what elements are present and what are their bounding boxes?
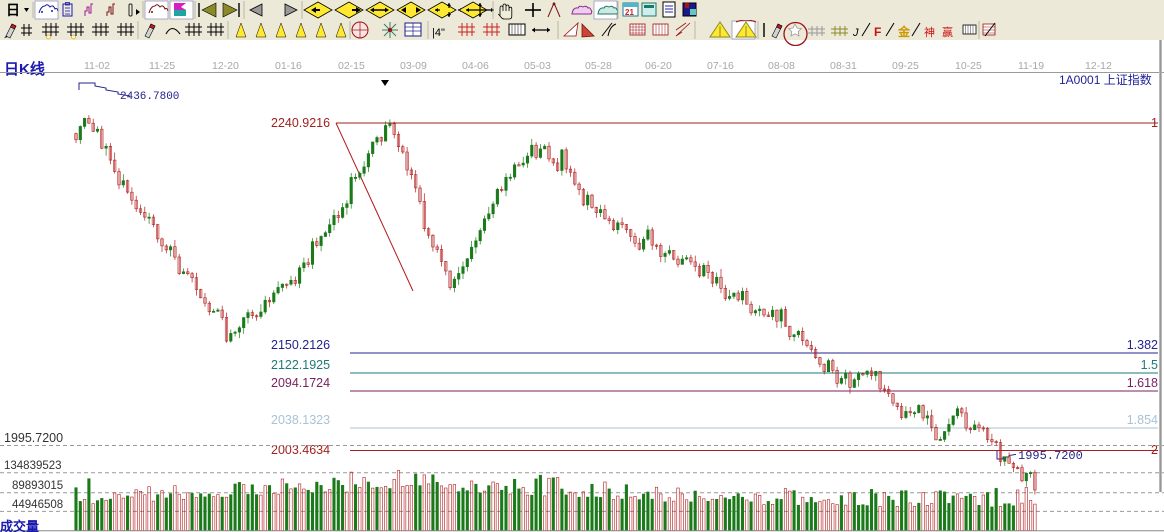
svg-text:2003.4634: 2003.4634	[271, 443, 330, 457]
svg-text:2150.2126: 2150.2126	[271, 338, 330, 352]
svg-text:F: F	[874, 25, 881, 39]
svg-text:2094.1724: 2094.1724	[271, 376, 330, 390]
svg-text:2240.9216: 2240.9216	[271, 116, 330, 130]
svg-text:89893015: 89893015	[12, 480, 63, 492]
svg-text:|4": |4"	[432, 27, 445, 39]
svg-text:J: J	[852, 27, 859, 39]
svg-text:134839523: 134839523	[4, 460, 62, 472]
svg-text:赢: 赢	[942, 25, 953, 39]
svg-text:1.618: 1.618	[1127, 376, 1158, 390]
svg-text:1995.7200: 1995.7200	[4, 431, 63, 445]
svg-text:1995.7200: 1995.7200	[1018, 449, 1083, 463]
svg-text:1.854: 1.854	[1127, 413, 1158, 427]
svg-text:1.382: 1.382	[1127, 338, 1158, 352]
svg-text:2038.1323: 2038.1323	[271, 413, 330, 427]
svg-text:2436.7800: 2436.7800	[120, 91, 179, 103]
svg-text:日: 日	[6, 2, 20, 18]
svg-text:神: 神	[924, 25, 935, 39]
svg-text:1: 1	[1151, 116, 1158, 130]
svg-text:金: 金	[897, 24, 911, 39]
svg-text:1.5: 1.5	[1141, 358, 1158, 372]
svg-text:21: 21	[625, 8, 634, 17]
svg-text:2122.1925: 2122.1925	[271, 358, 330, 372]
svg-text:成交量: 成交量	[0, 519, 39, 532]
svg-text:44946508: 44946508	[12, 499, 63, 511]
